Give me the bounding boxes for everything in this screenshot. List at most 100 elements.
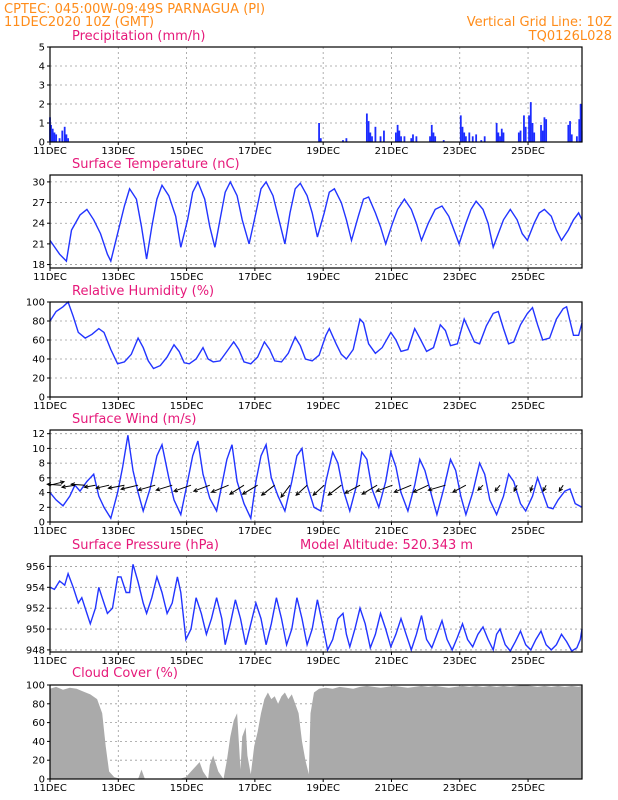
precip-xtick-label: 23DEC [443,146,477,157]
precip-ytick-label: 5 [39,43,45,54]
precip-bar [497,132,500,142]
wind-frame [49,429,583,523]
temp-ytick-label: 21 [32,239,45,250]
rh-ytick-label: 20 [32,374,45,385]
wind-xtick-label: 17DEC [238,526,272,537]
temp-xtick-label: 15DEC [170,272,204,283]
precip-panel: Precipitation (mm/h) 0 1 2 3 4 5 11DEC 13DEC 15DE… [33,29,583,157]
temp-xtick-label: 25DEC [511,272,545,283]
temp-xtick-label: 13DEC [101,272,135,283]
temp-xtick-label: 19DEC [306,272,340,283]
wind-arrow-head [228,490,234,495]
wind-arrow-head [83,484,89,489]
cloud-ytick-label: 0 [39,775,45,786]
wind-arrow-head [70,482,76,487]
cloud-ytick-label: 20 [32,756,45,767]
temp-title: Surface Temperature (nC) [72,157,240,172]
wind-arrow-head [327,491,333,496]
precip-bar [567,124,570,142]
temp-ytick-label: 24 [32,219,45,230]
precip-bar [483,136,486,142]
rh-ytick-label: 60 [32,336,45,347]
precip-bar [569,121,571,142]
cloud-ytick-label: 100 [26,681,45,692]
rh-ytick-label: 80 [32,317,45,328]
wind-arrow [375,484,393,493]
wind-arrow-head [375,487,381,493]
header-station: CPTEC: 045:00W-09:49S PARNAGUA (PI) [4,2,265,17]
cloud-xtick-label: 23DEC [443,783,477,794]
wind-arrow-shaft [413,484,429,493]
cloud-xtick-label: 17DEC [238,783,272,794]
rh-title: Relative Humidity (%) [72,284,214,299]
rh-xtick-label: 19DEC [306,401,340,412]
pres-xtick-label: 21DEC [375,656,409,667]
wind-arrow-head [312,491,318,496]
precip-bar [533,132,536,142]
precip-xtick-label: 19DEC [306,146,340,157]
precip-bar [463,132,466,142]
wind-xtick-label: 11DEC [33,526,67,537]
precip-bar [55,134,58,142]
precip-xtick-label: 13DEC [101,146,135,157]
wind-arrow [137,484,156,492]
cloud-xtick-label: 25DEC [511,783,545,794]
precip-bar [471,136,474,142]
precip-bar [524,126,527,142]
rh-frame [49,301,583,398]
temp-ytick-label: 18 [32,260,45,271]
precip-bar [579,104,582,142]
wind-arrow [107,484,125,490]
pres-ytick-label: 954 [26,583,45,594]
wind-ytick-label: 6 [39,473,45,484]
precip-bar [523,115,525,142]
wind-arrow-head [494,487,499,493]
wind-arrow-head [542,487,547,493]
precip-bar [371,136,373,142]
wind-arrow [494,484,501,493]
wind-ytick-label: 2 [39,503,45,514]
wind-arrow-shaft [376,484,393,492]
precip-bar [578,119,581,142]
rh-xtick-label: 21DEC [375,401,409,412]
wind-arrow [192,484,210,493]
wind-arrow-shaft [280,484,291,498]
precip-bar [415,136,418,142]
precip-bar [342,140,344,142]
wind-panel: Surface Wind (m/s) 0 2 4 6 8 10 12 11DEC 13DEC 15D… [32,412,583,537]
precip-bar [499,136,501,142]
wind-ytick-label: 8 [39,459,45,470]
precip-bar [461,126,464,142]
precip-frame [49,46,583,143]
wind-arrow-head [137,487,143,492]
wind-xtick-label: 13DEC [101,526,135,537]
pres-panel: Surface Pressure (hPa) Model Altitude: 52… [26,538,583,667]
wind-arrow-head [192,487,198,493]
wind-arrow [412,484,429,493]
wind-arrow [228,484,245,495]
precip-bar [51,128,54,142]
temp-series-line [49,180,583,264]
wind-arrow [542,484,547,493]
precip-bar [379,136,382,142]
wind-arrow [70,482,86,487]
cloud-xtick-label: 11DEC [33,783,67,794]
wind-arrow [312,484,325,496]
wind-arrow-head [451,488,457,493]
precip-bar [67,138,69,142]
header-grid-note: Vertical Grid Line: 10Z [467,15,612,30]
precip-ytick-label: 0 [39,138,45,149]
wind-xtick-label: 21DEC [375,526,409,537]
wind-arrow [94,484,110,490]
cloud-xtick-label: 15DEC [170,783,204,794]
wind-arrow-shaft [95,484,110,489]
wind-arrow [280,484,291,499]
rh-xtick-label: 11DEC [33,401,67,412]
precip-ytick-label: 4 [39,62,45,73]
precip-bar [396,124,399,142]
cloud-xtick-label: 21DEC [375,783,409,794]
precip-ytick-label: 1 [39,119,45,130]
wind-arrow-head [107,485,113,490]
rh-xtick-label: 17DEC [238,401,272,412]
